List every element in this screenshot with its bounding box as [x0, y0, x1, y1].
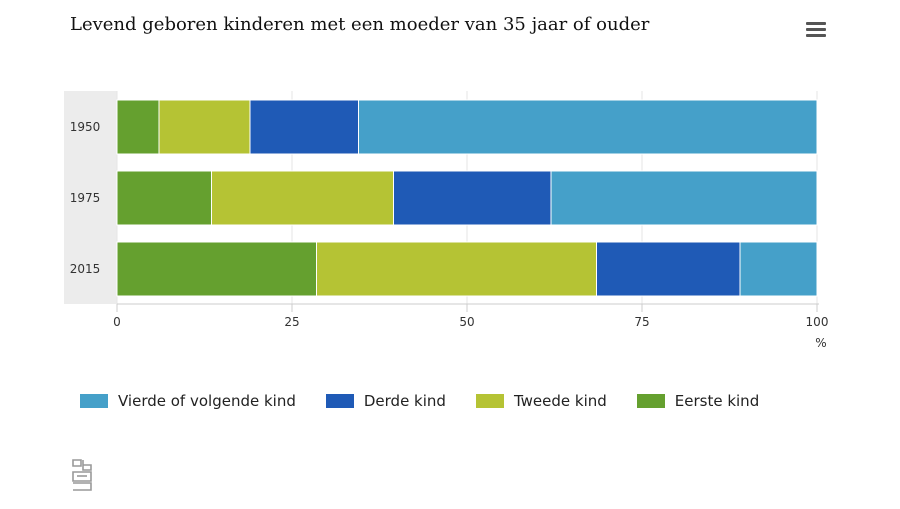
x-tick-label: 0	[113, 315, 121, 329]
category-axis-band	[64, 91, 117, 304]
bar-segment-1950-2[interactable]	[249, 99, 359, 155]
x-tick-label: 100	[806, 315, 829, 329]
bar-segment-2015-3[interactable]	[739, 241, 818, 297]
legend-item[interactable]: Vierde of volgende kind	[80, 392, 296, 410]
chart-title: Levend geboren kinderen met een moeder v…	[70, 14, 650, 35]
bar-segment-1975-1[interactable]	[211, 170, 394, 226]
legend-swatch	[80, 394, 108, 408]
cbs-logo-icon	[72, 459, 92, 491]
bar-segment-1975-2[interactable]	[393, 170, 552, 226]
legend: Vierde of volgende kind Derde kind Tweede …	[80, 392, 789, 410]
legend-label: Vierde of volgende kind	[118, 392, 296, 410]
hamburger-menu-icon[interactable]	[806, 22, 826, 38]
bar-segment-2015-0[interactable]	[116, 241, 317, 297]
y-category-label: 1950	[70, 120, 101, 134]
x-tick-label: 75	[634, 315, 649, 329]
bar-segment-1975-0[interactable]	[116, 170, 212, 226]
y-category-label: 2015	[70, 262, 101, 276]
bar-segment-2015-1[interactable]	[316, 241, 597, 297]
bar-segment-1950-0[interactable]	[116, 99, 160, 155]
legend-swatch	[475, 394, 504, 408]
bar-segment-1950-3[interactable]	[358, 99, 818, 155]
bar-segment-1975-3[interactable]	[550, 170, 818, 226]
legend-label: Derde kind	[363, 392, 446, 410]
y-category-label: 1975	[70, 191, 101, 205]
bar-segment-2015-2[interactable]	[596, 241, 741, 297]
legend-label: Tweede kind	[513, 392, 607, 410]
legend-label: Eerste kind	[674, 392, 760, 410]
legend-item[interactable]: Derde kind	[325, 392, 446, 410]
stacked-bar-chart: 1950 1975 2015 0 25 50 75 100 %	[64, 91, 829, 350]
bar-segment-1950-1[interactable]	[158, 99, 251, 155]
x-axis-label: %	[815, 336, 826, 350]
legend-item[interactable]: Eerste kind	[636, 392, 760, 410]
x-tick-label: 25	[284, 315, 299, 329]
x-tick-label: 50	[459, 315, 474, 329]
legend-swatch	[325, 394, 354, 408]
legend-swatch	[636, 394, 665, 408]
legend-item[interactable]: Tweede kind	[475, 392, 607, 410]
